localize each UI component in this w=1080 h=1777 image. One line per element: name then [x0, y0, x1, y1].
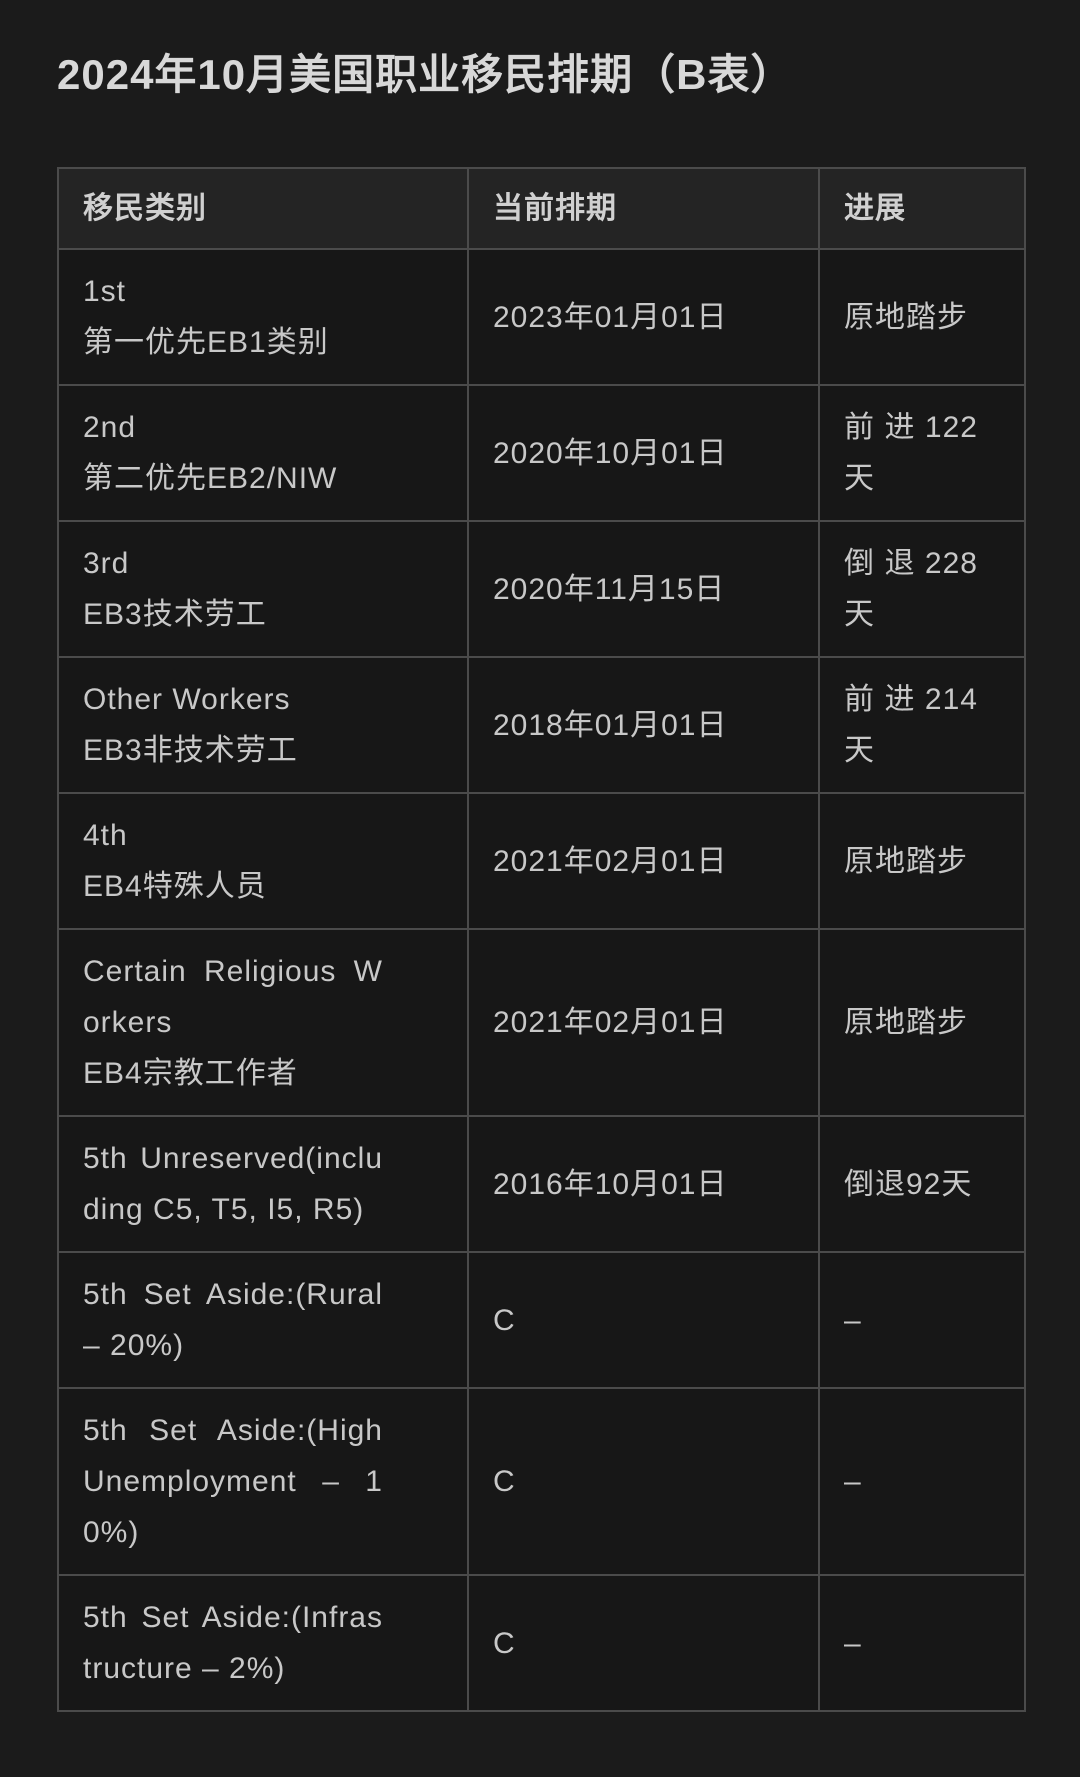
category-cell: Certain Religious Workers EB4宗教工作者 [57, 928, 469, 1117]
current-date-cell: 2021年02月01日 [467, 792, 820, 930]
table-row: 5th Set Aside:(High Unemployment – 10%) … [57, 1387, 1026, 1576]
category-en: 5th Unreserved(including C5, T5, I5, R5) [83, 1142, 383, 1226]
page: 2024年10月美国职业移民排期（B表） 移民类别 当前排期 进展 1st 第一… [57, 51, 1026, 1712]
category-zh: EB4宗教工作者 [83, 1057, 298, 1090]
current-date-cell: C [467, 1387, 820, 1576]
category-zh: EB3技术劳工 [83, 598, 267, 631]
category-zh: 第二优先EB2/NIW [83, 462, 338, 495]
current-date-cell: C [467, 1574, 820, 1712]
current-date-cell: 2020年10月01日 [467, 384, 820, 522]
current-date-cell: 2023年01月01日 [467, 248, 820, 386]
category-cell: 5th Set Aside:(High Unemployment – 10%) [57, 1387, 469, 1576]
category-cell: 5th Set Aside:(Infrastructure – 2%) [57, 1574, 469, 1712]
current-date-cell: 2021年02月01日 [467, 928, 820, 1117]
category-cell: 5th Unreserved(including C5, T5, I5, R5) [57, 1115, 469, 1253]
progress-cell: 原地踏步 [818, 928, 1026, 1117]
progress-cell: – [818, 1574, 1026, 1712]
category-cell: 2nd 第二优先EB2/NIW [57, 384, 469, 522]
category-cell: 5th Set Aside:(Rural – 20%) [57, 1251, 469, 1389]
category-zh: EB4特殊人员 [83, 870, 267, 903]
category-zh: EB3非技术劳工 [83, 734, 298, 767]
table-row: Certain Religious Workers EB4宗教工作者 2021年… [57, 928, 1026, 1117]
table-row: 3rd EB3技术劳工 2020年11月15日 倒退228天 [57, 520, 1026, 658]
current-date-cell: 2020年11月15日 [467, 520, 820, 658]
category-en: 5th Set Aside:(Infrastructure – 2%) [83, 1601, 383, 1685]
column-header-category: 移民类别 [57, 167, 469, 250]
progress-cell: 倒退228天 [818, 520, 1026, 658]
category-en: 5th Set Aside:(High Unemployment – 10%) [83, 1414, 383, 1549]
table-row: 5th Set Aside:(Infrastructure – 2%) C – [57, 1574, 1026, 1712]
progress-cell: – [818, 1251, 1026, 1389]
progress-cell: 原地踏步 [818, 792, 1026, 930]
category-en: 4th [83, 819, 128, 852]
progress-cell: 原地踏步 [818, 248, 1026, 386]
progress-cell: 前进122天 [818, 384, 1026, 522]
table-row: Other Workers EB3非技术劳工 2018年01月01日 前进214… [57, 656, 1026, 794]
column-header-progress: 进展 [818, 167, 1026, 250]
category-en: 2nd [83, 411, 137, 444]
progress-cell: 前进214天 [818, 656, 1026, 794]
progress-cell: – [818, 1387, 1026, 1576]
visa-bulletin-table: 移民类别 当前排期 进展 1st 第一优先EB1类别 2023年01月01日 原… [57, 167, 1026, 1712]
progress-cell: 倒退92天 [818, 1115, 1026, 1253]
table-row: 5th Set Aside:(Rural – 20%) C – [57, 1251, 1026, 1389]
category-cell: 3rd EB3技术劳工 [57, 520, 469, 658]
category-cell: 1st 第一优先EB1类别 [57, 248, 469, 386]
column-header-current-date: 当前排期 [467, 167, 820, 250]
header-row: 移民类别 当前排期 进展 [57, 167, 1026, 250]
table-row: 5th Unreserved(including C5, T5, I5, R5)… [57, 1115, 1026, 1253]
category-zh: 第一优先EB1类别 [83, 326, 329, 359]
table-row: 1st 第一优先EB1类别 2023年01月01日 原地踏步 [57, 248, 1026, 386]
current-date-cell: C [467, 1251, 820, 1389]
category-en: 3rd [83, 547, 130, 580]
current-date-cell: 2018年01月01日 [467, 656, 820, 794]
category-en: Other Workers [83, 683, 291, 716]
category-cell: 4th EB4特殊人员 [57, 792, 469, 930]
table-row: 4th EB4特殊人员 2021年02月01日 原地踏步 [57, 792, 1026, 930]
category-en: 1st [83, 275, 127, 308]
category-cell: Other Workers EB3非技术劳工 [57, 656, 469, 794]
current-date-cell: 2016年10月01日 [467, 1115, 820, 1253]
table-row: 2nd 第二优先EB2/NIW 2020年10月01日 前进122天 [57, 384, 1026, 522]
page-title: 2024年10月美国职业移民排期（B表） [57, 51, 794, 98]
category-en: Certain Religious Workers [83, 955, 383, 1039]
category-en: 5th Set Aside:(Rural – 20%) [83, 1278, 383, 1362]
